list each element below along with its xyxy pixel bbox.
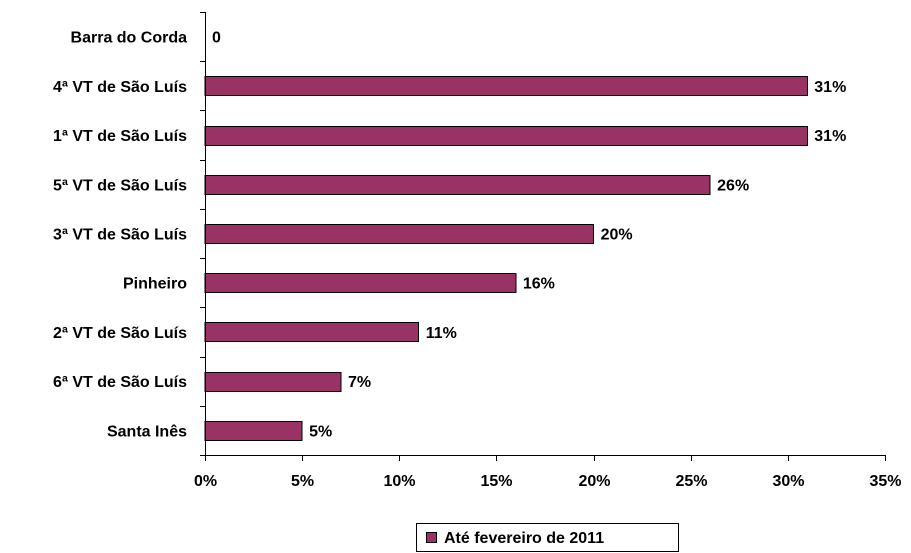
labels-group: Barra do Corda 0 4ª VT de São Luís 31% 1ª VT…	[53, 30, 846, 441]
category-label-5: Pinheiro	[123, 276, 187, 293]
legend-label: Até fevereiro de 2011	[444, 530, 604, 547]
bar-3	[204, 175, 711, 195]
data-label-0: 0	[212, 30, 221, 47]
bar-2	[204, 126, 808, 146]
x-tick-label-5: 25%	[675, 473, 707, 490]
x-tick-label-3: 15%	[480, 473, 512, 490]
legend-box	[416, 523, 679, 552]
axes-group: 0% 5% 10% 15% 20% 25% 30% 35%	[194, 12, 902, 490]
x-tick-label-6: 30%	[772, 473, 804, 490]
category-label-1: 4ª VT de São Luís	[53, 79, 187, 96]
bar-4	[204, 224, 595, 244]
legend-swatch	[426, 532, 437, 543]
category-label-2: 1ª VT de São Luís	[53, 128, 187, 145]
data-label-8: 5%	[309, 423, 332, 440]
bars-group	[204, 76, 808, 441]
bar-6	[204, 322, 420, 342]
category-label-0: Barra do Corda	[71, 30, 188, 47]
category-label-3: 5ª VT de São Luís	[53, 177, 187, 194]
x-tick-label-2: 10%	[383, 473, 415, 490]
data-label-3: 26%	[717, 177, 749, 194]
x-tick-label-4: 20%	[578, 473, 610, 490]
data-label-5: 16%	[523, 276, 555, 293]
x-tick-label-0: 0%	[194, 473, 217, 490]
x-tick-label-7: 35%	[869, 473, 901, 490]
data-label-7: 7%	[348, 374, 371, 391]
bar-8	[204, 421, 303, 441]
category-label-4: 3ª VT de São Luís	[53, 227, 187, 244]
data-label-6: 11%	[426, 325, 457, 342]
bar-5	[204, 273, 517, 293]
category-label-8: Santa Inês	[107, 423, 187, 440]
legend: Até fevereiro de 2011	[416, 523, 679, 552]
category-label-6: 2ª VT de São Luís	[53, 325, 187, 342]
x-tick-label-1: 5%	[291, 473, 314, 490]
data-label-2: 31%	[814, 128, 846, 145]
data-label-4: 20%	[601, 227, 633, 244]
category-label-7: 6ª VT de São Luís	[53, 374, 187, 391]
bar-1	[204, 76, 808, 96]
bar-7	[204, 372, 342, 392]
data-label-1: 31%	[814, 79, 846, 96]
